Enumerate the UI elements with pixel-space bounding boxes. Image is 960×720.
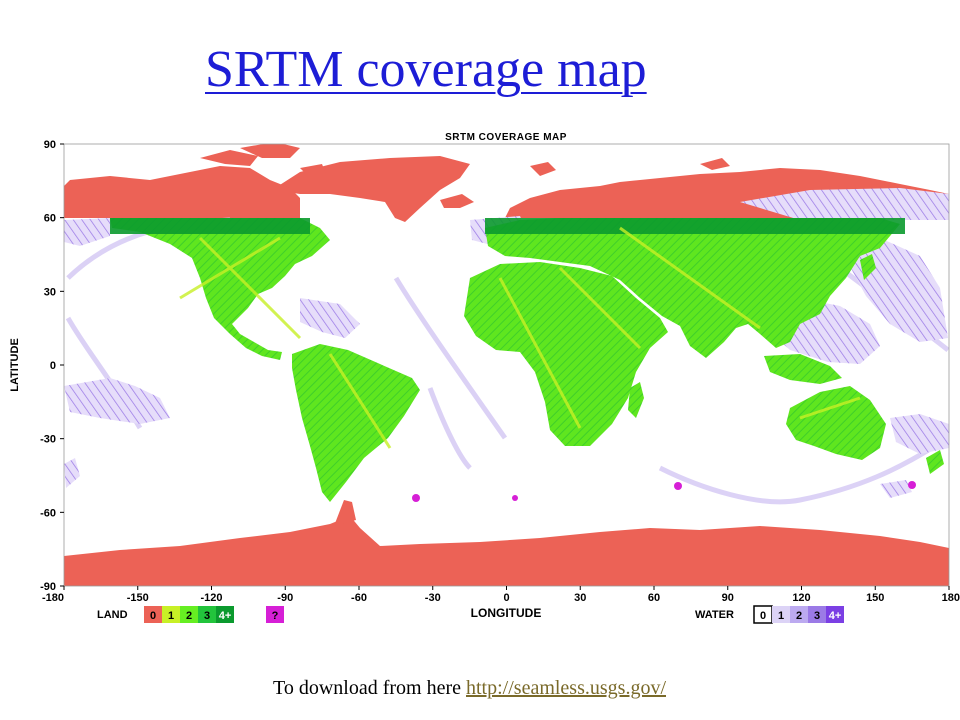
legend-swatch [266,606,284,623]
y-axis-label: LATITUDE [9,338,21,392]
x-tick-label: 30 [574,592,586,604]
slide-title[interactable]: SRTM coverage map [205,41,647,98]
x-tick-label: -60 [351,592,367,604]
iceland-landmass [440,194,474,208]
dense-coverage-band-north-america [110,218,310,234]
map-title: SRTM COVERAGE MAP [445,132,567,143]
australia-coverage [786,386,886,460]
x-axis-label: LONGITUDE [471,606,542,620]
x-tick-label: -150 [127,592,149,604]
map-plot-area [64,144,949,586]
legend-swatch-label: 4+ [219,610,232,622]
water-coverage-regions [64,188,949,498]
maritime-asia-coverage [764,354,842,384]
legend-swatch-label: 0 [150,610,156,622]
legend-swatch [198,606,216,623]
y-tick-label: 60 [44,213,56,225]
svalbard-landmass [530,158,730,176]
legend-swatch-label: 3 [204,610,210,622]
legend-swatch-label: 1 [168,610,174,622]
footer-text: To download from here [273,677,466,699]
legend-water-label: WATER [695,609,734,621]
y-tick-label: -30 [40,434,56,446]
srtm-coverage-map: SRTM COVERAGE MAP [0,128,960,628]
north-america-coverage [110,218,330,360]
legend-swatch-label: 2 [796,610,802,622]
nz-coverage [926,450,944,474]
legend-land-scale: 0 1 2 3 4+ [144,606,234,623]
x-tick-label: -120 [200,592,222,604]
x-tick-label: 120 [792,592,810,604]
legend-swatch [790,606,808,623]
y-axis: 90 60 30 0 -30 -60 -90 [40,139,64,593]
legend-swatch-label: 3 [814,610,820,622]
eurasia-coverage [485,218,900,358]
japan-coverage [860,254,876,280]
antarctic-peninsula [334,500,356,526]
dense-coverage-band-eurasia [485,218,905,234]
greenland-landmass [272,156,470,222]
legend-land-label: LAND [97,609,128,621]
legend-swatch [180,606,198,623]
legend-swatch-label: 0 [760,610,766,622]
north-america-arctic-landmass [64,166,300,218]
legend-swatch [772,606,790,623]
antarctica-landmass [64,516,949,586]
legend-water-scale: 0 1 2 3 4+ [753,605,844,624]
y-tick-label: 0 [50,360,56,372]
y-tick-label: 90 [44,139,56,151]
x-tick-label: 180 [942,592,960,604]
x-tick-label: 150 [866,592,884,604]
madagascar-coverage [628,382,644,418]
x-tick-label: 90 [722,592,734,604]
footer: To download from here http://seamless.us… [273,677,666,700]
x-axis: -180 -150 -120 -90 -60 -30 0 30 60 90 120 150 180 [42,586,960,604]
x-tick-label: 60 [648,592,660,604]
x-tick-label: 0 [503,592,509,604]
legend-swatch [162,606,180,623]
x-tick-label: -180 [42,592,64,604]
south-america-coverage [292,344,420,502]
map-canvas: SRTM COVERAGE MAP [9,132,960,624]
legend-swatch-label: 1 [778,610,784,622]
legend-swatch [144,606,162,623]
legend-swatch-label: 4+ [829,610,842,622]
x-tick-label: -30 [425,592,441,604]
download-link[interactable]: http://seamless.usgs.gov/ [466,677,666,699]
canadian-arctic-islands [200,144,326,178]
unknown-coverage-specks [412,481,916,502]
legend-swatch [216,606,234,623]
y-tick-label: -90 [40,581,56,593]
legend-swatch [808,606,826,623]
x-tick-label: -90 [277,592,293,604]
land-swath-tracks [179,226,861,449]
y-tick-label: -60 [40,507,56,519]
legend: LAND 0 1 2 3 4+ ? WATER 0 1 2 3 4+ [97,605,844,624]
land-coverage-regions [110,218,944,502]
legend-swatch-label: ? [272,610,279,622]
legend-unknown-scale: ? [266,606,284,623]
y-tick-label: 30 [44,286,56,298]
legend-swatch [826,606,844,623]
legend-swatch-label: 2 [186,610,192,622]
